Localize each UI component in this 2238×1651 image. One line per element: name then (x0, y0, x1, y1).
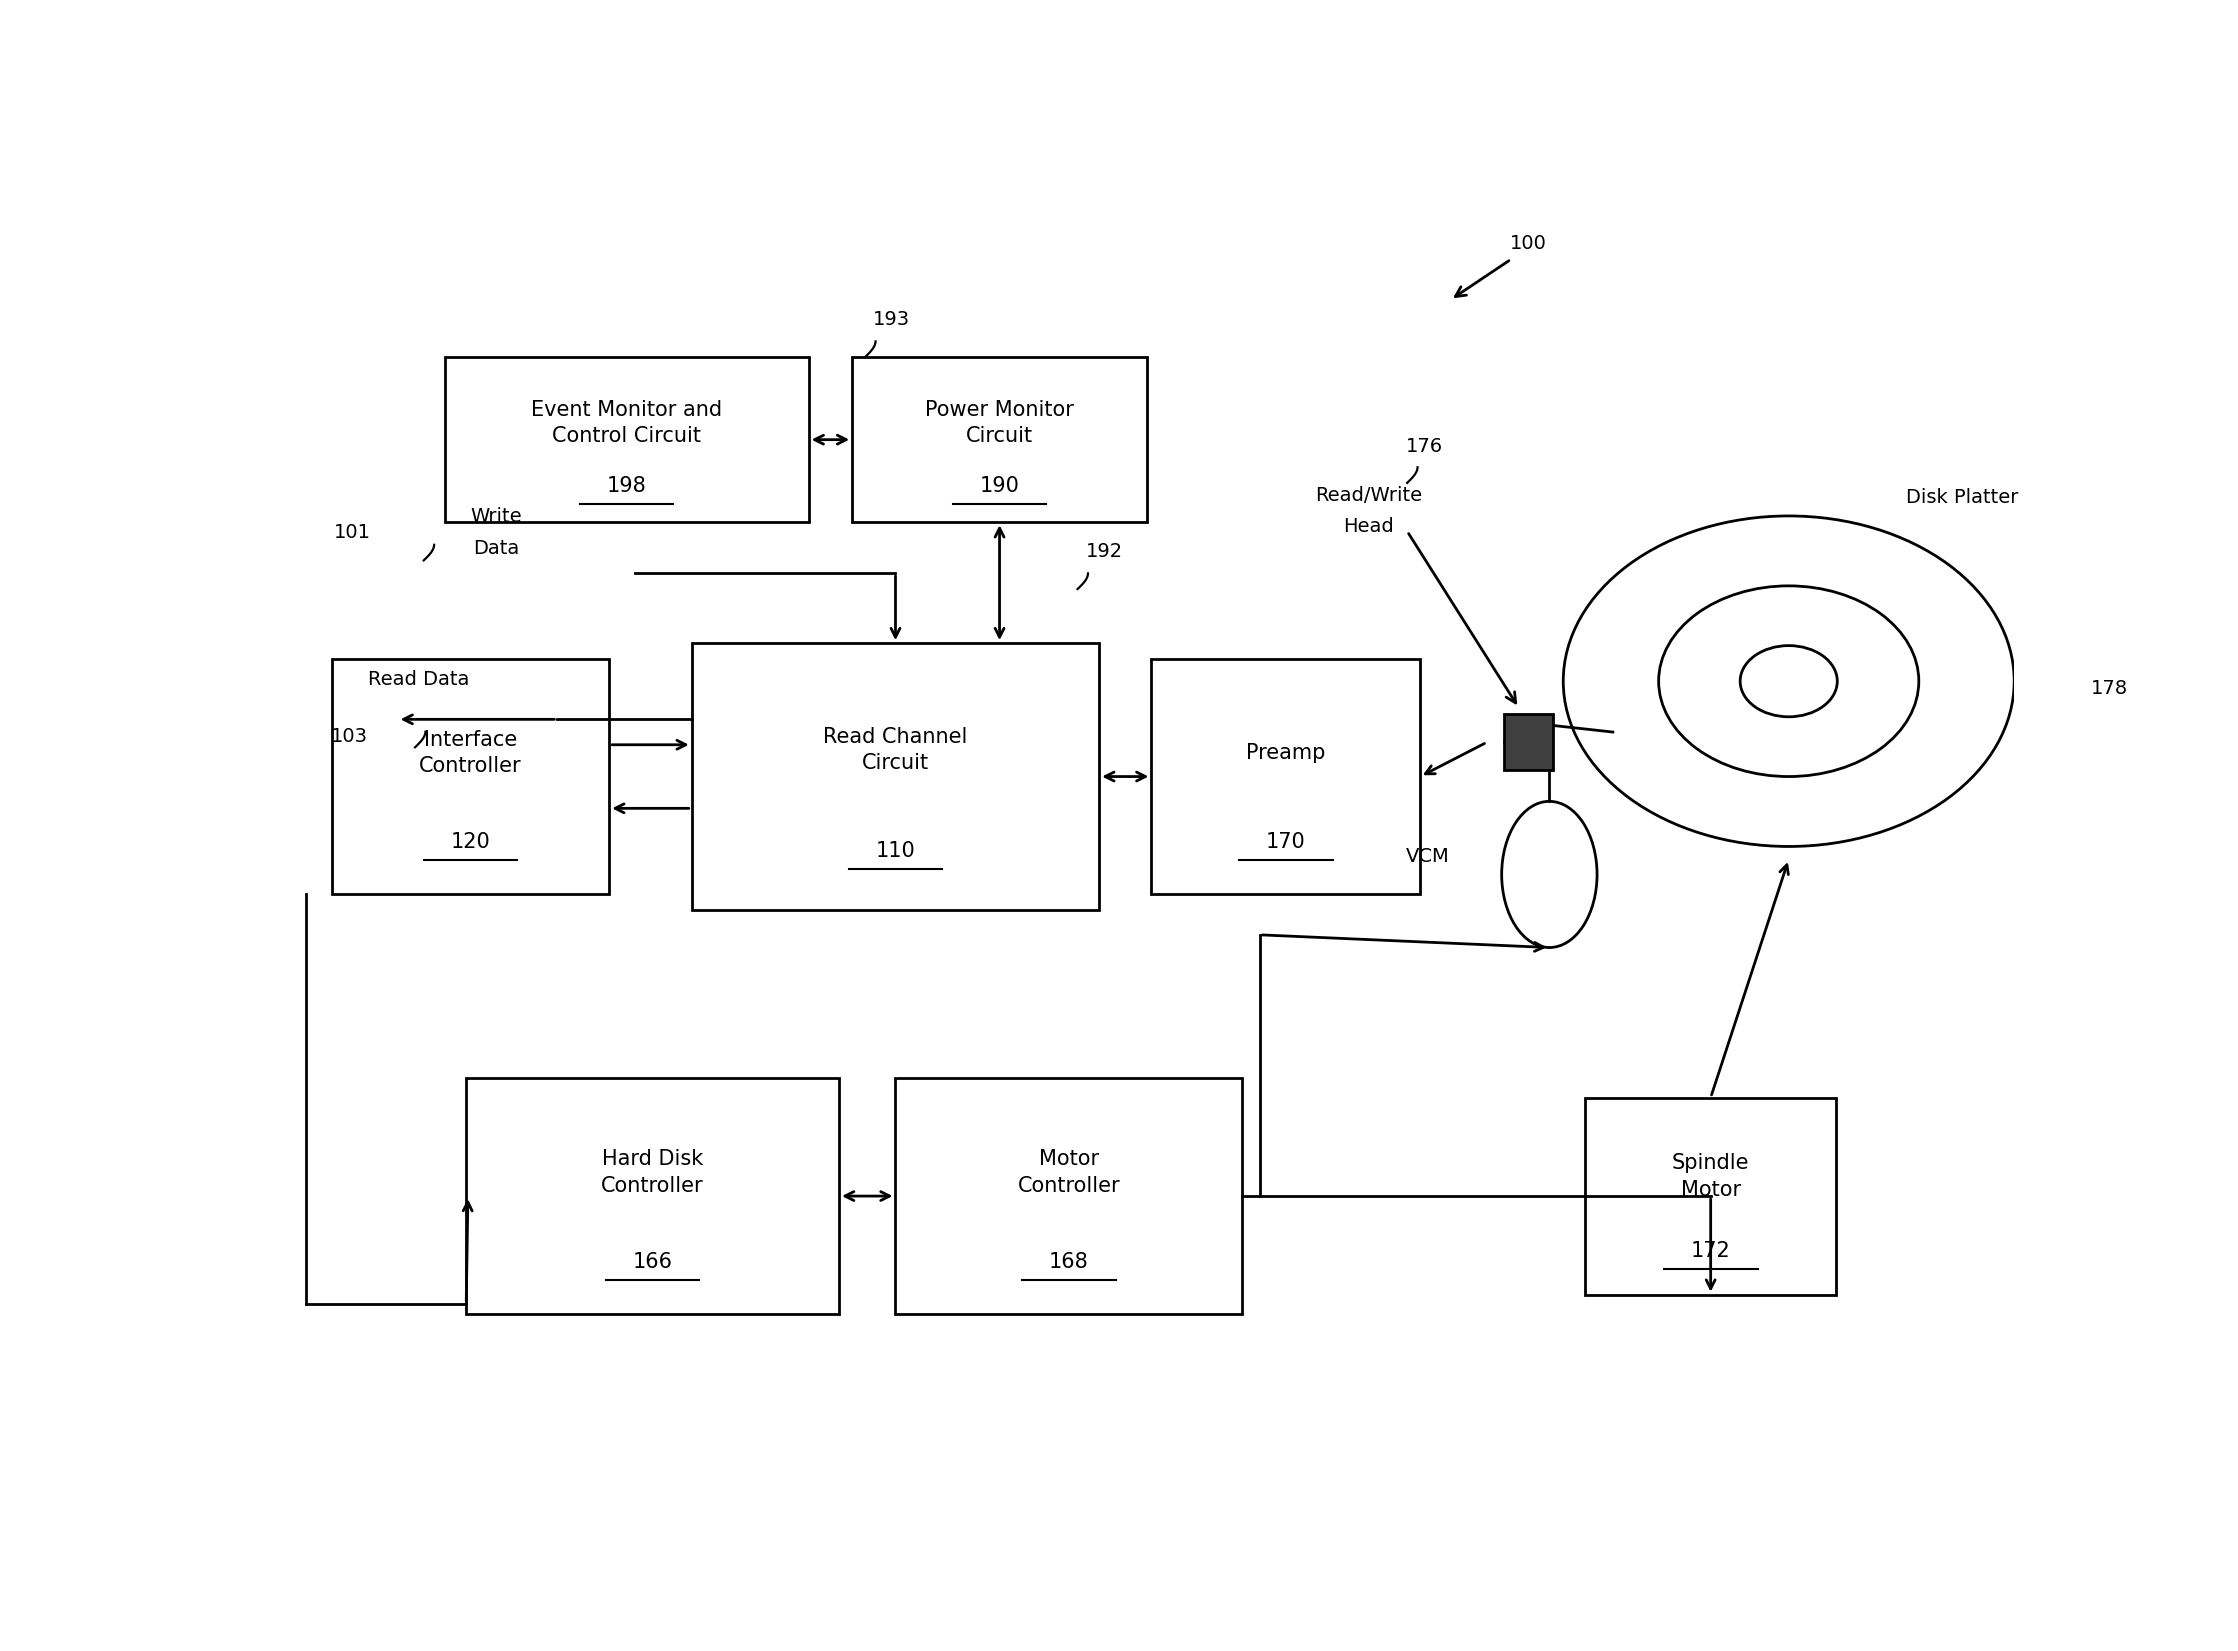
FancyBboxPatch shape (692, 644, 1099, 910)
FancyBboxPatch shape (853, 357, 1146, 522)
Text: Read Data: Read Data (367, 670, 470, 688)
Text: 100: 100 (1511, 234, 1546, 253)
Text: Spindle
Motor: Spindle Motor (1672, 1152, 1750, 1200)
FancyBboxPatch shape (1150, 659, 1421, 895)
Text: 168: 168 (1050, 1251, 1090, 1271)
Text: VCM: VCM (1405, 847, 1450, 865)
Text: 101: 101 (333, 523, 372, 542)
Text: 193: 193 (873, 310, 909, 329)
Text: Read/Write: Read/Write (1316, 485, 1423, 505)
FancyBboxPatch shape (466, 1078, 839, 1314)
Text: 176: 176 (1405, 438, 1444, 456)
FancyBboxPatch shape (331, 659, 609, 895)
Text: Hard Disk
Controller: Hard Disk Controller (602, 1149, 705, 1195)
Text: Data: Data (474, 540, 519, 558)
Text: Motor
Controller: Motor Controller (1018, 1149, 1121, 1195)
Text: 198: 198 (606, 475, 647, 495)
Text: 166: 166 (633, 1251, 674, 1271)
Text: 172: 172 (1690, 1242, 1730, 1261)
Text: 178: 178 (2090, 679, 2128, 698)
Text: Event Monitor and
Control Circuit: Event Monitor and Control Circuit (530, 400, 723, 446)
Text: Disk Platter: Disk Platter (1907, 489, 2019, 507)
FancyBboxPatch shape (1585, 1098, 1837, 1294)
Text: Preamp: Preamp (1247, 743, 1325, 763)
Text: 170: 170 (1267, 832, 1305, 852)
Text: Power Monitor
Circuit: Power Monitor Circuit (924, 400, 1074, 446)
Text: 103: 103 (331, 726, 367, 746)
FancyBboxPatch shape (445, 357, 808, 522)
Text: 120: 120 (450, 832, 490, 852)
Text: Interface
Controller: Interface Controller (419, 730, 521, 776)
FancyBboxPatch shape (1504, 715, 1553, 771)
Text: Write: Write (470, 507, 521, 527)
Text: 110: 110 (875, 842, 915, 862)
FancyBboxPatch shape (895, 1078, 1242, 1314)
Text: Head: Head (1343, 517, 1394, 537)
Text: 190: 190 (980, 475, 1021, 495)
Text: Read Channel
Circuit: Read Channel Circuit (824, 726, 967, 773)
Text: 192: 192 (1085, 542, 1123, 561)
